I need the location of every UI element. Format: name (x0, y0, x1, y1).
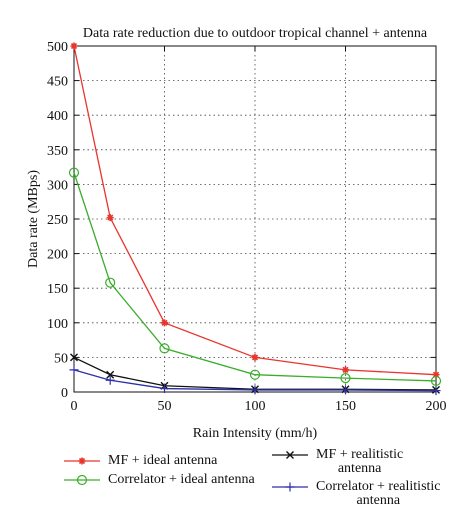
series-0-point-5 (432, 371, 440, 379)
legend-item-correlator-realistic: Correlator + realitistic antenna (270, 480, 441, 508)
y-tick-label-7: 350 (47, 144, 68, 159)
x-tick-label-2: 100 (245, 399, 266, 414)
x-tick-label-0: 0 (71, 399, 78, 414)
y-axis-label: Data rate (MBps) (26, 170, 41, 268)
series-line-2 (73, 356, 437, 391)
series-3-point-3 (250, 385, 260, 395)
legend-label-correlator-ideal: Correlator + ideal antenna (108, 472, 255, 487)
x-tick-label-3: 150 (335, 399, 356, 414)
legend-swatch-mf-realistic (272, 451, 308, 459)
series-0-point-0 (70, 42, 78, 50)
series-3-point-5 (431, 386, 441, 396)
y-tick-label-6: 300 (47, 178, 68, 193)
legend-swatch-mf-ideal (64, 457, 100, 465)
legend-item-mf-realistic: MF + realitistic antenna (270, 448, 403, 476)
x-axis-label: Rain Intensity (mm/h) (193, 426, 318, 441)
legend-label-mf-realistic: MF + realitistic antenna (316, 447, 404, 476)
series-line-3 (73, 369, 437, 392)
series-0-point-3 (251, 353, 259, 361)
series-0-point-4 (342, 366, 349, 374)
series-1-point-4 (340, 373, 351, 384)
legend-swatch-marker (78, 457, 86, 465)
y-tick-label-3: 150 (47, 282, 68, 297)
legend-swatch-correlator-realistic (272, 482, 308, 492)
y-tick-label-5: 250 (47, 213, 68, 228)
series-1-point-2 (159, 343, 170, 354)
legend-swatch-marker (285, 482, 295, 492)
y-tick-label-0: 0 (61, 386, 68, 401)
y-tick-label-1: 50 (54, 351, 68, 366)
series-3-point-4 (341, 385, 350, 395)
series-3-point-0 (69, 365, 79, 375)
legend: MF + ideal antenna Correlator + ideal an… (0, 444, 474, 526)
legend-swatch-marker (286, 451, 294, 459)
legend-label-correlator-realistic: Correlator + realitistic antenna (316, 479, 441, 508)
y-tick-label-10: 500 (47, 40, 68, 55)
x-tick-label-1: 50 (158, 399, 172, 414)
grid-lines (74, 46, 436, 392)
y-tick-label-4: 200 (47, 248, 68, 263)
series-1-point-1 (105, 277, 116, 288)
legend-swatch-correlator-ideal (64, 474, 100, 486)
series-layer (68, 42, 442, 396)
series-line-0 (73, 45, 437, 376)
legend-item-mf-ideal: MF + ideal antenna (62, 454, 217, 468)
series-1-point-0 (68, 167, 80, 178)
series-1-point-3 (249, 369, 261, 380)
legend-label-mf-ideal: MF + ideal antenna (108, 453, 218, 468)
legend-swatch-marker (76, 474, 88, 486)
axis-ticks: 0 50 100 150 200 0 50 100 150 200 250 300 350 400 450 5… (47, 40, 447, 414)
y-tick-label-9: 450 (47, 75, 68, 90)
series-3-point-1 (105, 375, 115, 385)
series-1-point-5 (430, 375, 442, 387)
series-2-point-1 (106, 370, 115, 379)
y-tick-label-2: 100 (47, 317, 68, 332)
legend-item-correlator-ideal: Correlator + ideal antenna (62, 473, 255, 487)
series-line-1 (73, 172, 437, 382)
series-0-point-1 (106, 214, 114, 222)
series-2-point-0 (70, 353, 78, 362)
series-3-point-2 (160, 384, 169, 394)
y-tick-label-8: 400 (47, 109, 68, 124)
chart-title: Data rate reduction due to outdoor tropi… (83, 26, 428, 41)
x-tick-label-4: 200 (426, 399, 447, 414)
series-0-point-2 (161, 319, 168, 327)
